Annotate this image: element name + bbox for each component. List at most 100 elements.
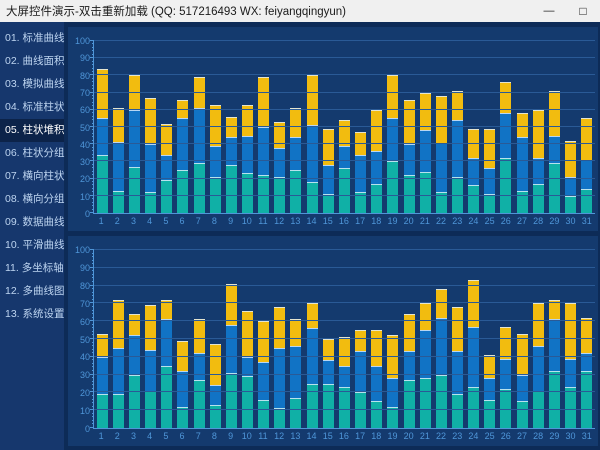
axis-minor-tick — [92, 370, 94, 372]
axis-minor-tick — [92, 181, 94, 183]
bar-slot — [579, 250, 595, 428]
bar-segment-series-blue — [225, 324, 237, 373]
sidebar-item-02[interactable]: 02. 曲线面积 — [5, 55, 65, 67]
sidebar-item-08[interactable]: 08. 横向分组 — [5, 193, 65, 205]
bar-segment-series-yellow — [452, 90, 464, 121]
stacked-bar-31 — [581, 250, 593, 428]
bar-slot — [223, 41, 239, 213]
title-bar[interactable]: 大屏控件演示-双击重新加载 (QQ: 517216493 WX: feiyang… — [0, 0, 600, 22]
stacked-bar-chart-bottom[interactable]: 0 10 20 30 40 50 60 70 80 90 100 1 2 3 4 5 6 7 8 9 10 11 12 13… — [68, 236, 598, 446]
x-axis-label: 13 — [290, 216, 301, 226]
y-axis-label: 30 — [79, 157, 90, 168]
bar-segment-series-blue — [290, 137, 302, 170]
bar-segment-series-teal — [355, 192, 367, 213]
bar-segment-series-yellow — [290, 319, 302, 347]
axis-minor-tick — [92, 187, 94, 189]
maximize-button[interactable]: □ — [579, 4, 587, 18]
bar-slot — [449, 250, 465, 428]
bar-slot — [433, 250, 449, 428]
axis-minor-tick — [92, 191, 94, 193]
bar-segment-series-yellow — [112, 299, 124, 348]
bar-segment-series-yellow — [209, 104, 221, 146]
bar-slot — [514, 250, 530, 428]
sidebar-item-13[interactable]: 13. 系统设置 — [5, 308, 65, 320]
x-axis-label: 26 — [500, 431, 511, 441]
bar-segment-series-teal — [112, 394, 124, 428]
bar-segment-series-blue — [177, 118, 189, 170]
x-axis-label: 26 — [500, 216, 511, 226]
sidebar-item-09[interactable]: 09. 数据曲线 — [5, 216, 65, 228]
bar-segment-series-blue — [419, 330, 431, 379]
gridline — [94, 40, 595, 41]
axis-tick — [90, 177, 94, 179]
sidebar-item-03[interactable]: 03. 模拟曲线 — [5, 78, 65, 90]
axis-minor-tick — [92, 362, 94, 364]
sidebar-item-07[interactable]: 07. 横向柱状 — [5, 170, 65, 182]
bar-segment-series-yellow — [322, 339, 334, 361]
axis-minor-tick — [92, 348, 94, 350]
sidebar-item-01[interactable]: 01. 标准曲线 — [5, 32, 65, 44]
bar-segment-series-yellow — [435, 96, 447, 143]
stacked-bar-2 — [112, 250, 124, 428]
bar-segment-series-yellow — [532, 303, 544, 347]
bar-segment-series-teal — [371, 401, 383, 428]
bar-segment-series-yellow — [532, 109, 544, 158]
stacked-bar-17 — [355, 250, 367, 428]
axis-minor-tick — [92, 95, 94, 97]
stacked-bar-11 — [258, 41, 270, 213]
sidebar-item-06[interactable]: 06. 柱状分组 — [5, 147, 65, 159]
stacked-bar-10 — [241, 41, 253, 213]
x-axis-label: 23 — [452, 216, 463, 226]
bar-segment-series-blue — [241, 356, 253, 377]
bar-slot — [514, 41, 530, 213]
x-axis-label: 5 — [163, 216, 169, 226]
bar-slot — [94, 250, 110, 428]
bar-segment-series-blue — [419, 130, 431, 172]
bar-segment-series-teal — [484, 399, 496, 428]
axis-minor-tick — [92, 198, 94, 200]
bar-segment-series-yellow — [145, 305, 157, 350]
bar-segment-series-blue — [532, 157, 544, 184]
sidebar-item-11[interactable]: 11. 多坐标轴 — [5, 262, 64, 274]
x-axis-label: 11 — [258, 431, 268, 441]
bar-segment-series-yellow — [565, 303, 577, 359]
axis-minor-tick — [92, 70, 94, 72]
stacked-bar-chart-top[interactable]: 0 10 20 30 40 50 60 70 80 90 100 1 2 3 4 5 6 7 8 9 10 11 12 13… — [68, 27, 598, 231]
bar-slot — [417, 250, 433, 428]
x-axis-label: 23 — [452, 431, 463, 441]
bar-segment-series-blue — [516, 137, 528, 191]
sidebar-item-04[interactable]: 04. 标准柱状 — [5, 101, 65, 113]
sidebar-item-10[interactable]: 10. 平滑曲线 — [5, 239, 65, 251]
sidebar-item-12[interactable]: 12. 多曲线图 — [5, 285, 65, 297]
axis-minor-tick — [92, 105, 94, 107]
bar-segment-series-yellow — [96, 68, 108, 119]
bar-slot — [175, 41, 191, 213]
x-axis-label: 17 — [355, 216, 366, 226]
bar-segment-series-yellow — [274, 121, 286, 148]
bar-segment-series-yellow — [403, 314, 415, 352]
bar-segment-series-yellow — [161, 123, 173, 155]
x-axis-label: 24 — [468, 216, 479, 226]
stacked-bar-28 — [532, 41, 544, 213]
y-axis-label: 10 — [79, 191, 90, 202]
x-axis-label: 16 — [338, 216, 349, 226]
x-axis-label: 28 — [533, 216, 544, 226]
bar-segment-series-blue — [112, 142, 124, 191]
stacked-bar-30 — [565, 41, 577, 213]
bar-segment-series-blue — [468, 157, 480, 186]
bar-slot — [482, 41, 498, 213]
bar-slot — [546, 41, 562, 213]
bar-segment-series-yellow — [290, 108, 302, 138]
y-axis-label: 80 — [79, 280, 90, 291]
bar-segment-series-yellow — [355, 330, 367, 352]
y-axis: 0 10 20 30 40 50 60 70 80 90 100 — [68, 36, 93, 219]
bar-segment-series-yellow — [241, 310, 253, 357]
minimize-button[interactable]: — — [543, 5, 555, 17]
bar-segment-series-yellow — [500, 82, 512, 114]
axis-minor-tick — [92, 259, 94, 261]
bar-segment-series-teal — [355, 392, 367, 428]
sidebar-item-05[interactable]: 05. 柱状堆积 — [0, 119, 65, 142]
bar-segment-series-blue — [403, 351, 415, 380]
x-axis-label: 31 — [581, 431, 592, 441]
bar-slot — [288, 250, 304, 428]
